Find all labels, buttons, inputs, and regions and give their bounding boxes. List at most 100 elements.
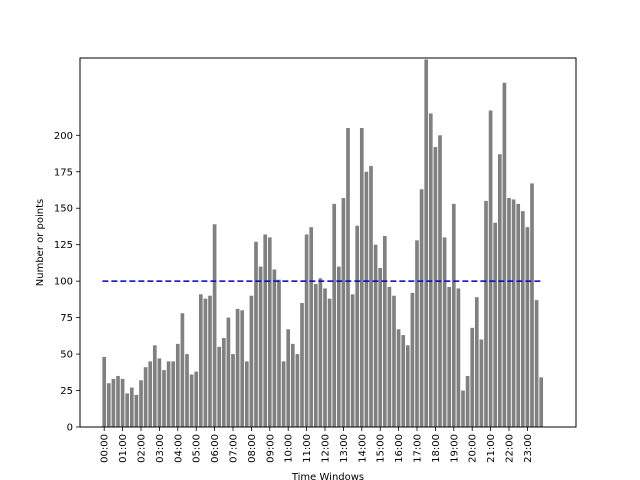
- bar: [244, 361, 249, 427]
- bar: [387, 286, 392, 427]
- bar: [530, 183, 534, 427]
- bar: [488, 110, 493, 427]
- bar: [502, 82, 507, 427]
- x-tick-label: 00:00: [100, 434, 111, 463]
- bar: [235, 308, 240, 427]
- bar: [364, 171, 369, 427]
- bar: [433, 146, 438, 427]
- x-tick-label: 07:00: [229, 434, 240, 463]
- bar: [511, 199, 516, 427]
- bar: [125, 393, 130, 427]
- bar: [396, 329, 401, 427]
- bar: [198, 294, 203, 427]
- bar: [157, 358, 162, 427]
- bar: [332, 203, 337, 427]
- y-tick-label: 75: [60, 313, 73, 324]
- y-tick-label: 125: [54, 240, 73, 251]
- bar: [534, 300, 539, 427]
- x-tick-label: 05:00: [192, 434, 203, 463]
- bar: [203, 298, 208, 427]
- bar: [240, 310, 245, 427]
- x-axis-label: Time Windows: [291, 472, 364, 480]
- bar: [254, 241, 258, 427]
- bar: [474, 297, 479, 427]
- bar: [226, 317, 231, 427]
- bar: [520, 211, 525, 427]
- bar: [300, 303, 304, 427]
- y-tick-label: 200: [54, 131, 73, 142]
- y-tick-label: 100: [54, 277, 73, 288]
- bar: [350, 294, 355, 427]
- bar: [525, 227, 530, 427]
- x-tick-label: 16:00: [394, 434, 405, 463]
- bar: [212, 224, 217, 427]
- x-tick-label: 14:00: [357, 434, 368, 463]
- bar: [217, 346, 222, 427]
- bar: [304, 234, 309, 427]
- bar: [185, 354, 189, 427]
- bar: [415, 240, 419, 427]
- bar: [116, 375, 120, 427]
- x-tick-label: 15:00: [376, 434, 387, 463]
- bar: [102, 356, 107, 427]
- x-tick-label: 02:00: [137, 434, 148, 463]
- bar: [373, 244, 378, 427]
- bar: [507, 198, 511, 427]
- bar: [171, 361, 176, 427]
- bar: [267, 237, 272, 427]
- bar: [442, 237, 447, 427]
- bar: [295, 354, 300, 427]
- bar: [277, 279, 281, 427]
- bar: [286, 329, 291, 427]
- x-tick-label: 12:00: [321, 434, 332, 463]
- bar: [194, 371, 199, 427]
- bar: [424, 59, 429, 428]
- bar: [249, 295, 254, 427]
- bar: [221, 338, 226, 427]
- y-tick-label: 50: [60, 350, 73, 361]
- x-tick-label: 04:00: [173, 434, 184, 463]
- x-tick-label: 01:00: [118, 434, 129, 463]
- bar: [484, 200, 488, 427]
- bar: [290, 343, 295, 427]
- bar: [378, 268, 383, 427]
- bar: [263, 234, 268, 427]
- bar: [516, 203, 521, 427]
- bar: [410, 292, 415, 427]
- y-tick-label: 150: [54, 204, 73, 215]
- y-tick-label: 175: [54, 167, 73, 178]
- bar: [392, 295, 396, 427]
- x-tick-label: 10:00: [284, 434, 295, 463]
- y-tick-label: 25: [60, 386, 73, 397]
- bar: [134, 394, 139, 427]
- bar: [166, 361, 171, 427]
- y-tick-label: 0: [67, 423, 73, 434]
- bar: [341, 198, 346, 427]
- bar: [189, 374, 194, 427]
- bar: [327, 298, 332, 427]
- x-tick-label: 08:00: [247, 434, 258, 463]
- bar: [208, 295, 212, 427]
- bar: [309, 227, 314, 427]
- bar: [139, 380, 143, 427]
- x-tick-label: 23:00: [523, 434, 534, 463]
- x-axis: 00:00 01:00 02:00 03:00 04:00 05:00 06:00 07:00…: [100, 427, 534, 463]
- x-tick-label: 17:00: [413, 434, 424, 463]
- bar: [323, 288, 327, 427]
- bar: [272, 269, 277, 427]
- x-tick-label: 13:00: [339, 434, 350, 463]
- x-tick-label: 09:00: [265, 434, 276, 463]
- plot-frame: [79, 57, 577, 428]
- bar: [419, 189, 424, 427]
- bar: [369, 165, 373, 427]
- x-tick-label: 18:00: [431, 434, 442, 463]
- bar: [106, 383, 111, 427]
- x-tick-label: 03:00: [155, 434, 166, 463]
- bar: [129, 387, 134, 427]
- x-tick-label: 21:00: [486, 434, 497, 463]
- x-tick-label: 22:00: [505, 434, 516, 463]
- bar: [539, 377, 544, 427]
- bar: [152, 345, 157, 427]
- bar: [461, 390, 465, 427]
- bar: [479, 339, 484, 427]
